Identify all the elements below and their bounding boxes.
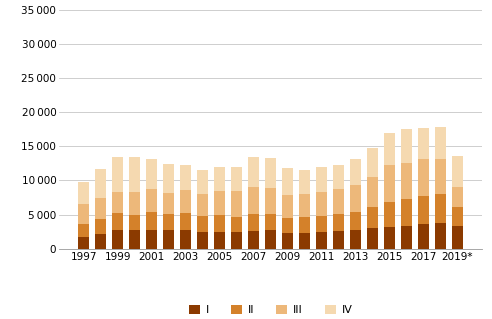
Bar xyxy=(180,213,191,230)
Bar xyxy=(197,216,208,233)
Bar xyxy=(452,187,463,207)
Bar xyxy=(146,212,157,230)
Bar xyxy=(367,177,378,207)
Bar xyxy=(197,233,208,249)
Bar xyxy=(452,156,463,187)
Bar xyxy=(163,230,174,249)
Bar xyxy=(401,163,412,199)
Bar xyxy=(214,215,225,232)
Bar xyxy=(129,157,140,192)
Bar xyxy=(112,230,123,249)
Bar xyxy=(180,166,191,190)
Bar xyxy=(146,159,157,189)
Bar xyxy=(282,233,293,249)
Bar xyxy=(163,164,174,193)
Bar xyxy=(129,192,140,215)
Bar xyxy=(248,231,259,249)
Bar xyxy=(214,167,225,191)
Bar xyxy=(248,157,259,187)
Bar xyxy=(112,157,123,192)
Bar xyxy=(452,226,463,249)
Bar xyxy=(282,195,293,218)
Bar xyxy=(367,228,378,249)
Bar xyxy=(248,187,259,214)
Bar xyxy=(333,231,344,249)
Bar xyxy=(418,159,429,196)
Bar xyxy=(350,159,361,185)
Bar xyxy=(333,189,344,214)
Bar xyxy=(384,227,395,249)
Bar xyxy=(265,214,276,230)
Bar xyxy=(282,218,293,233)
Bar xyxy=(180,230,191,249)
Bar xyxy=(95,197,106,219)
Bar xyxy=(367,148,378,177)
Bar xyxy=(401,226,412,249)
Bar xyxy=(299,194,310,217)
Bar xyxy=(435,194,446,223)
Bar xyxy=(316,233,327,249)
Bar xyxy=(333,214,344,231)
Bar xyxy=(78,236,90,249)
Bar xyxy=(452,207,463,226)
Bar xyxy=(146,189,157,212)
Bar xyxy=(112,212,123,230)
Bar xyxy=(231,167,242,191)
Bar xyxy=(129,215,140,230)
Bar xyxy=(95,234,106,249)
Bar xyxy=(384,133,395,166)
Bar xyxy=(197,194,208,216)
Bar xyxy=(333,165,344,189)
Bar xyxy=(112,192,123,212)
Bar xyxy=(265,158,276,188)
Bar xyxy=(180,190,191,213)
Bar xyxy=(316,167,327,192)
Bar xyxy=(163,214,174,230)
Bar xyxy=(418,224,429,249)
Bar xyxy=(401,199,412,226)
Bar xyxy=(129,230,140,249)
Bar xyxy=(384,202,395,227)
Bar xyxy=(78,182,90,204)
Bar xyxy=(95,169,106,197)
Bar xyxy=(367,207,378,228)
Bar xyxy=(350,230,361,249)
Bar xyxy=(418,196,429,224)
Bar xyxy=(197,169,208,194)
Bar xyxy=(214,232,225,249)
Bar xyxy=(350,212,361,230)
Bar xyxy=(78,204,90,224)
Bar xyxy=(78,224,90,236)
Bar xyxy=(248,214,259,231)
Bar xyxy=(384,166,395,202)
Bar xyxy=(265,230,276,249)
Legend: I, II, III, IV: I, II, III, IV xyxy=(189,305,352,315)
Bar xyxy=(95,219,106,234)
Bar xyxy=(214,191,225,215)
Bar xyxy=(231,217,242,233)
Bar xyxy=(350,185,361,212)
Bar xyxy=(299,233,310,249)
Bar xyxy=(435,159,446,194)
Bar xyxy=(265,188,276,214)
Bar xyxy=(435,223,446,249)
Bar xyxy=(435,127,446,159)
Bar xyxy=(231,233,242,249)
Bar xyxy=(316,192,327,216)
Bar xyxy=(299,169,310,194)
Bar xyxy=(146,230,157,249)
Bar xyxy=(299,217,310,233)
Bar xyxy=(231,191,242,217)
Bar xyxy=(282,168,293,195)
Bar xyxy=(418,128,429,159)
Bar xyxy=(401,129,412,163)
Bar xyxy=(163,193,174,214)
Bar xyxy=(316,216,327,233)
